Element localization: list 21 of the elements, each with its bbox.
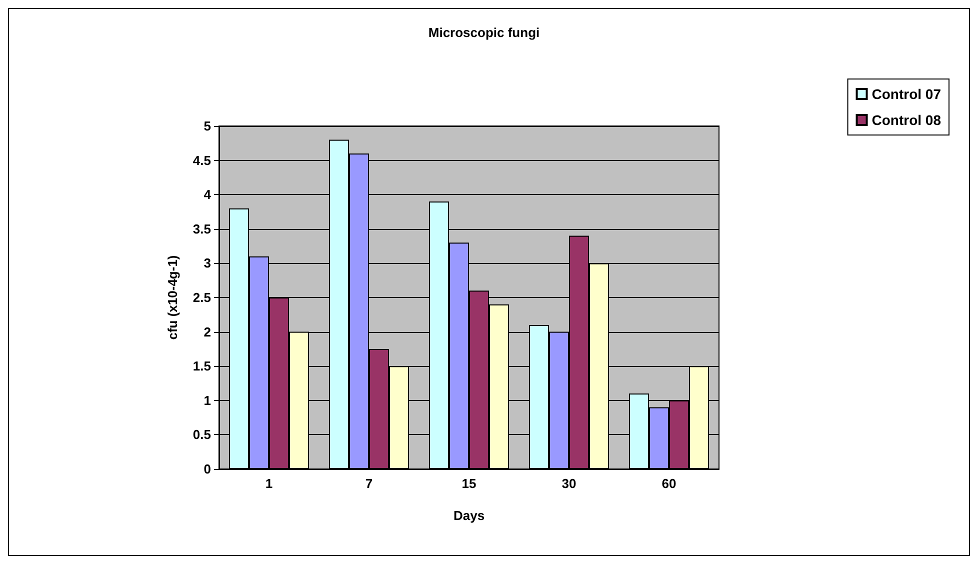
y-tick-label: 0.5	[192, 427, 211, 442]
y-tick-label: 0	[204, 462, 211, 476]
y-tick-label: 4	[204, 187, 212, 202]
x-tick-label: 1	[265, 476, 273, 491]
y-tick-label: 1.5	[192, 358, 211, 374]
x-tick-label: 7	[365, 476, 373, 491]
x-tick-label: 15	[462, 476, 476, 491]
legend-label: Control 08	[872, 112, 942, 128]
x-axis-title: Days	[453, 508, 485, 523]
y-tick-label: 2.5	[192, 290, 211, 305]
y-tick-label: 1	[204, 392, 211, 408]
legend-label: Control 07	[872, 86, 942, 102]
x-tick-label: 60	[662, 476, 676, 491]
chart-title: Microscopic fungi	[428, 25, 540, 40]
y-tick-label: 4.5	[192, 152, 211, 168]
y-tick-label: 5	[204, 118, 211, 134]
y-tick-label: 2	[204, 324, 211, 340]
y-axis-title: cfu (x10-4g-1)	[165, 255, 180, 340]
y-tick-label: 3	[204, 256, 211, 271]
x-tick-label: 30	[562, 476, 576, 491]
y-tick-label: 3.5	[192, 221, 211, 236]
